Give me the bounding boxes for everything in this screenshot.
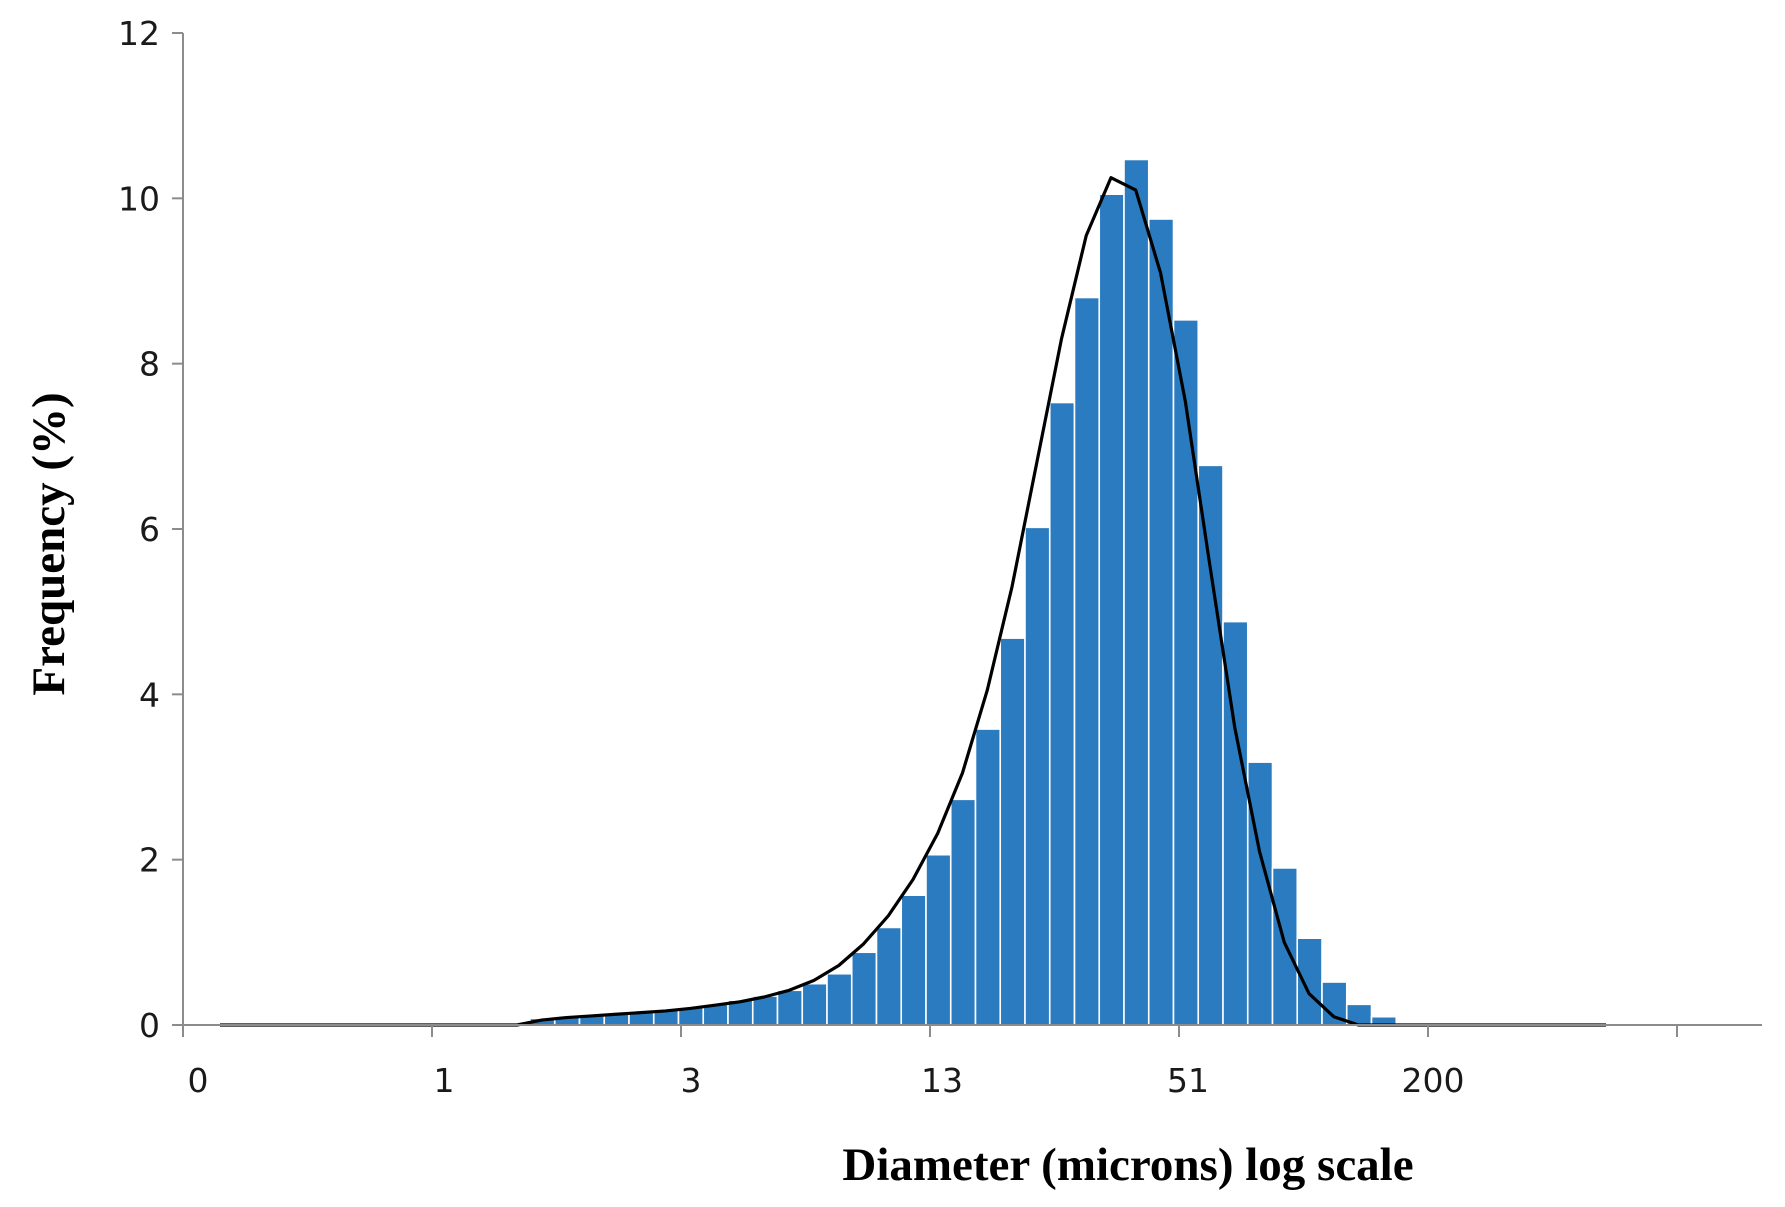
x-tick-label: 13 [921,1061,963,1100]
histogram-bar [1073,296,1101,1026]
y-tick-label: 10 [118,179,160,218]
histogram-bar [1048,401,1076,1026]
y-tick-label: 0 [139,1006,160,1045]
histogram-bar [1147,218,1175,1026]
histogram-bar [850,951,878,1026]
y-tick-label: 4 [139,675,160,714]
histogram-bar [1123,158,1150,1026]
y-tick-label: 8 [139,345,160,384]
histogram-bar [974,728,1002,1026]
histogram-bar [1024,526,1051,1026]
histogram-bar [949,798,977,1026]
x-tick-label: 1 [434,1061,455,1100]
histogram-bar [1098,193,1125,1026]
y-tick-label: 2 [139,841,160,880]
histogram-bar [925,853,952,1026]
y-tick-labels: 0 2 4 6 8 10 12 [118,14,160,1045]
histogram-bar [875,926,903,1026]
histogram-bar [826,972,853,1026]
histogram-bar [900,894,927,1026]
histogram-bar [751,995,779,1026]
y-axis-title: Frequency (%) [23,392,75,695]
x-tick-label: 0 [188,1061,209,1100]
axes [172,32,1762,1037]
x-tick-label: 200 [1402,1061,1465,1100]
x-axis-title: Diameter (microns) log scale [842,1139,1413,1191]
histogram-bar [1172,319,1200,1026]
histogram-bar [1222,620,1249,1026]
histogram-bar [999,637,1026,1026]
x-tick-labels: 0 1 3 13 51 200 [188,1061,1465,1100]
x-tick-label: 51 [1167,1061,1209,1100]
histogram-bar [1197,464,1224,1026]
histogram-bar [1246,761,1274,1026]
histogram-bar [1296,937,1323,1026]
histogram-bar [801,982,828,1026]
histogram-bars [529,158,1398,1026]
x-tick-label: 3 [681,1061,702,1100]
histogram-bar [776,989,804,1026]
y-tick-label: 12 [118,14,160,53]
y-tick-label: 6 [139,510,160,549]
